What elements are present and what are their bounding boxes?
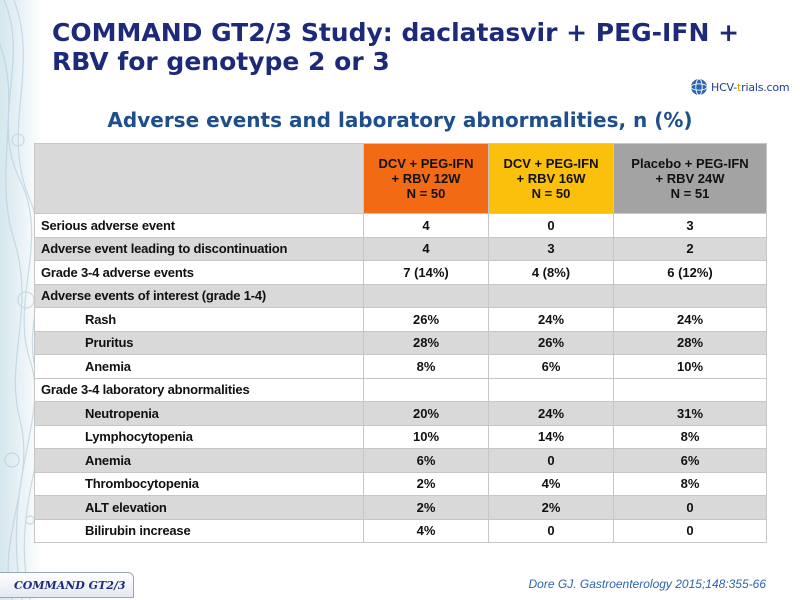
table-cell: 14% [488, 424, 614, 449]
table-row: Anemia 8% 6% 10% [34, 354, 767, 379]
row-label: Lymphocytopenia [34, 424, 364, 449]
table-row: Anemia 6% 0 6% [34, 448, 767, 473]
table-row: Rash 26% 24% 24% [34, 307, 767, 332]
table-cell: 6% [488, 354, 614, 379]
row-label: Anemia [34, 448, 364, 473]
citation: Dore GJ. Gastroenterology 2015;148:355-6… [528, 577, 766, 591]
table-cell: 4% [363, 518, 489, 543]
logo-text: HCV-trials.com [711, 80, 790, 94]
table-row: Adverse event leading to discontinuation… [34, 236, 767, 261]
header-corner-cell [34, 143, 364, 214]
table-cell: 6 (12%) [613, 260, 767, 285]
table-cell: 0 [613, 518, 767, 543]
adverse-events-table: DCV + PEG-IFN + RBV 12W N = 50 DCV + PEG-I… [34, 143, 767, 543]
table-cell: 31% [613, 401, 767, 426]
row-label: Bilirubin increase [34, 518, 364, 543]
table-cell: 2 [613, 236, 767, 261]
table-row: Bilirubin increase 4% 0 0 [34, 518, 767, 543]
table-cell [363, 283, 489, 308]
table-cell: 10% [363, 424, 489, 449]
table-row: Serious adverse event 4 0 3 [34, 213, 767, 238]
table-cell [488, 377, 614, 402]
table-row: Neutropenia 20% 24% 31% [34, 401, 767, 426]
column-header-placebo-24w: Placebo + PEG-IFN + RBV 24W N = 51 [613, 143, 767, 214]
table-subtitle: Adverse events and laboratory abnormalit… [107, 108, 693, 132]
row-label: Adverse event leading to discontinuation [34, 236, 364, 261]
table-row: Thrombocytopenia 2% 4% 8% [34, 471, 767, 496]
row-label: Grade 3-4 adverse events [34, 260, 364, 285]
table-cell [613, 283, 767, 308]
table-cell: 4 [363, 236, 489, 261]
row-label: Pruritus [34, 330, 364, 355]
table-cell: 6% [363, 448, 489, 473]
row-label: Anemia [34, 354, 364, 379]
globe-icon [690, 78, 708, 96]
row-label: ALT elevation [34, 495, 364, 520]
table-cell: 6% [613, 448, 767, 473]
table-cell: 2% [363, 471, 489, 496]
table-cell: 0 [488, 518, 614, 543]
table-cell: 2% [363, 495, 489, 520]
column-header-dcv-12w: DCV + PEG-IFN + RBV 12W N = 50 [363, 143, 489, 214]
table-cell: 8% [613, 424, 767, 449]
column-header-dcv-16w: DCV + PEG-IFN + RBV 16W N = 50 [488, 143, 614, 214]
table-cell [488, 283, 614, 308]
table-row: ALT elevation 2% 2% 0 [34, 495, 767, 520]
row-label: Neutropenia [34, 401, 364, 426]
section-label: Grade 3-4 laboratory abnormalities [34, 377, 364, 402]
table-cell: 24% [613, 307, 767, 332]
table-cell: 8% [613, 471, 767, 496]
row-label: Serious adverse event [34, 213, 364, 238]
table-cell [363, 377, 489, 402]
table-row: Grade 3-4 adverse events 7 (14%) 4 (8%) … [34, 260, 767, 285]
table-row: Pruritus 28% 26% 28% [34, 330, 767, 355]
row-label: Rash [34, 307, 364, 332]
table-cell: 0 [613, 495, 767, 520]
table-row: Lymphocytopenia 10% 14% 8% [34, 424, 767, 449]
study-tab-label: COMMAND GT2/3 [0, 572, 134, 598]
table-cell: 0 [488, 213, 614, 238]
table-cell: 28% [613, 330, 767, 355]
hcv-trials-logo: HCV-trials.com [690, 76, 790, 98]
section-label: Adverse events of interest (grade 1-4) [34, 283, 364, 308]
table-cell: 24% [488, 401, 614, 426]
table-cell: 2% [488, 495, 614, 520]
table-cell [613, 377, 767, 402]
row-label: Thrombocytopenia [34, 471, 364, 496]
table-cell: 3 [488, 236, 614, 261]
table-section-row: Grade 3-4 laboratory abnormalities [34, 377, 767, 402]
table-cell: 24% [488, 307, 614, 332]
table-cell: 0 [488, 448, 614, 473]
table-cell: 7 (14%) [363, 260, 489, 285]
table-header-row: DCV + PEG-IFN + RBV 12W N = 50 DCV + PEG-I… [34, 143, 767, 214]
table-cell: 3 [613, 213, 767, 238]
table-cell: 8% [363, 354, 489, 379]
table-section-row: Adverse events of interest (grade 1-4) [34, 283, 767, 308]
table-cell: 26% [488, 330, 614, 355]
table-cell: 4 [363, 213, 489, 238]
table-cell: 4% [488, 471, 614, 496]
slide-title: COMMAND GT2/3 Study: daclatasvir + PEG-I… [52, 18, 740, 76]
table-cell: 28% [363, 330, 489, 355]
table-cell: 20% [363, 401, 489, 426]
table-cell: 26% [363, 307, 489, 332]
table-cell: 4 (8%) [488, 260, 614, 285]
table-cell: 10% [613, 354, 767, 379]
